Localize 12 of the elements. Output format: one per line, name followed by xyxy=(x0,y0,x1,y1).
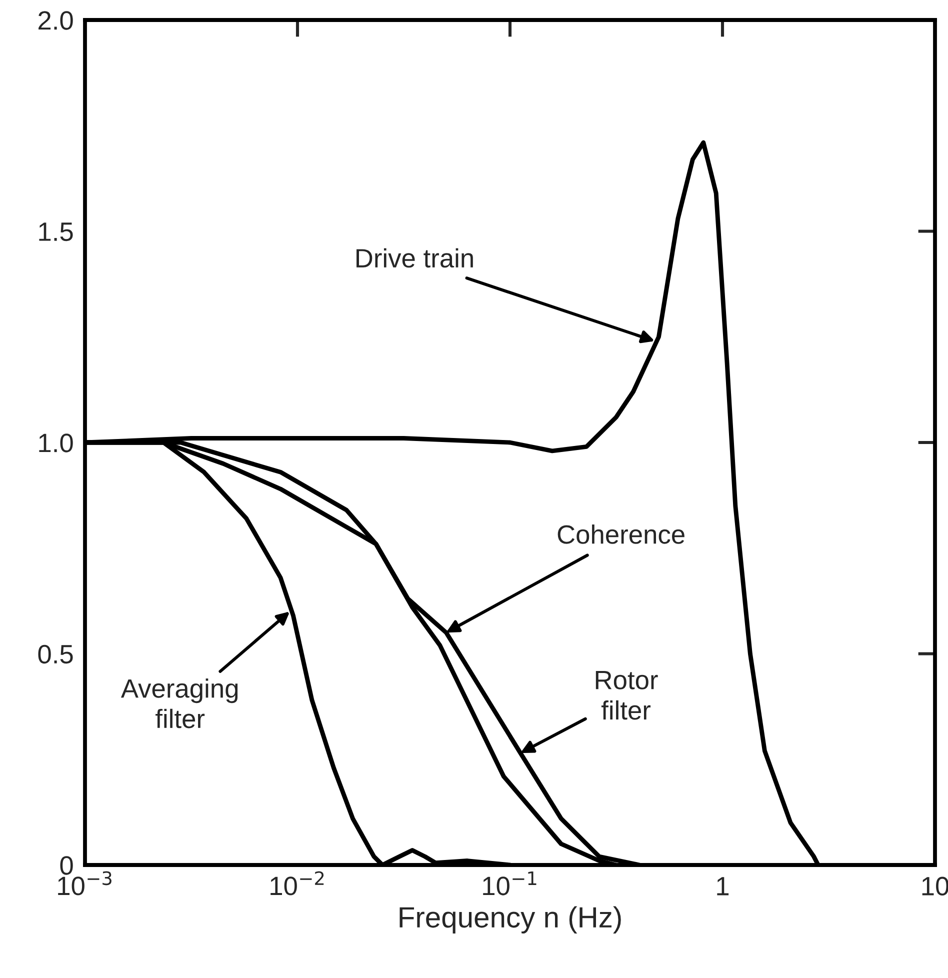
y-tick-label: 1.0 xyxy=(39,434,73,452)
y-tick-label: 0.5 xyxy=(38,644,73,664)
y-tick-label: 1.5 xyxy=(39,222,73,242)
x-tick-label: 1 xyxy=(717,877,729,896)
y-tick-label: 2.0 xyxy=(38,11,73,30)
annotation: Coherence xyxy=(558,524,684,544)
x-axis-title: Frequency n (Hz) xyxy=(400,906,621,934)
x-tick-label: 10$^{−1}$ xyxy=(483,871,536,896)
annotation: Rotor filter xyxy=(596,670,658,720)
x-tick-label: 10$^{−2}$ xyxy=(270,871,324,896)
annotation: Averaging filter xyxy=(120,678,238,728)
annotation: Drive train xyxy=(356,248,473,268)
